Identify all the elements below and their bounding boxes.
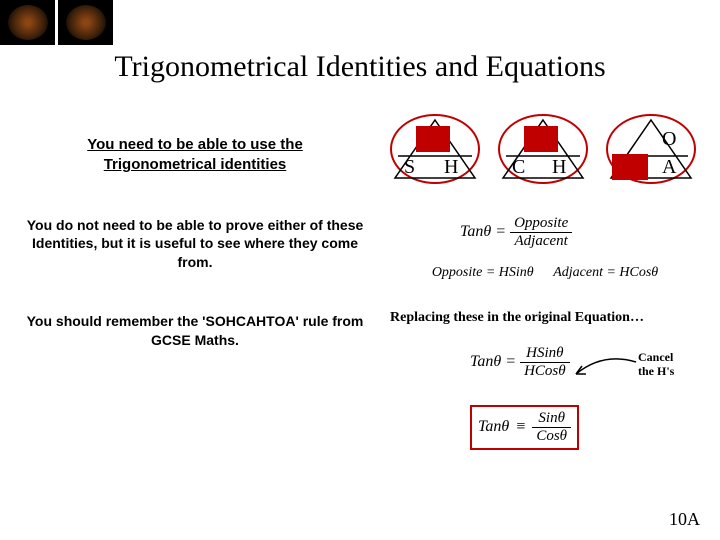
tan-lhs3: Tanθ — [478, 418, 509, 435]
adjacent-eq: Adjacent = HCosθ — [553, 265, 658, 280]
slide-number: 10A — [669, 509, 700, 530]
paragraph-1: You do not need to be able to prove eith… — [25, 216, 365, 273]
tan2-num: HSinθ — [520, 345, 570, 363]
tan2-den: HCosθ — [520, 363, 570, 380]
red-cover-bottom-left — [612, 154, 648, 180]
paragraph-2: You should remember the 'SOHCAHTOA' rule… — [25, 312, 365, 350]
tan-substituted: Tanθ = HSinθ HCosθ — [470, 345, 570, 380]
subtitle-line1: You need to be able to use the — [87, 136, 303, 153]
subtitle: You need to be able to use the Trigonome… — [25, 135, 365, 176]
tan-num: Opposite — [510, 215, 572, 233]
page-title: Trigonometrical Identities and Equations — [0, 50, 720, 84]
sohcahtoa-diagram: S H C H O A — [390, 110, 700, 190]
label-s: S — [404, 156, 415, 179]
red-cover-top — [416, 126, 450, 152]
tan-definition: Tanθ = Opposite Adjacent — [460, 215, 572, 250]
label-c: C — [512, 156, 525, 179]
tan-identity: Tanθ ≡ Sinθ Cosθ — [478, 410, 571, 445]
opp-adj-formulas: Opposite = HSinθ Adjacent = HCosθ — [390, 265, 700, 281]
label-a: A — [662, 156, 676, 179]
left-column: You need to be able to use the Trigonome… — [25, 135, 365, 350]
fingerprint-decoration — [0, 0, 55, 45]
right-column: S H C H O A Tanθ = Opposite — [390, 110, 700, 190]
cancel-l1: Cancel — [638, 350, 673, 364]
tan-identity-box: Tanθ ≡ Sinθ Cosθ — [470, 405, 579, 450]
tan-lhs: Tanθ — [460, 223, 491, 240]
red-cover-top — [524, 126, 558, 152]
equiv-sign: ≡ — [513, 418, 528, 435]
tan3-num: Sinθ — [532, 410, 571, 428]
opposite-eq: Opposite = HSinθ — [432, 265, 534, 280]
tan3-den: Cosθ — [532, 428, 571, 445]
fingerprint-decoration — [58, 0, 113, 45]
label-o: O — [662, 128, 676, 151]
arrow-icon — [568, 354, 638, 394]
subtitle-line2: Trigonometrical identities — [104, 156, 287, 173]
tan-lhs2: Tanθ — [470, 353, 501, 370]
cancel-l2: the H's — [638, 364, 674, 378]
label-h: H — [444, 156, 458, 179]
tan-den: Adjacent — [510, 233, 572, 250]
replacing-text: Replacing these in the original Equation… — [390, 310, 644, 326]
cancel-note: Cancel the H's — [638, 350, 674, 379]
label-h: H — [552, 156, 566, 179]
